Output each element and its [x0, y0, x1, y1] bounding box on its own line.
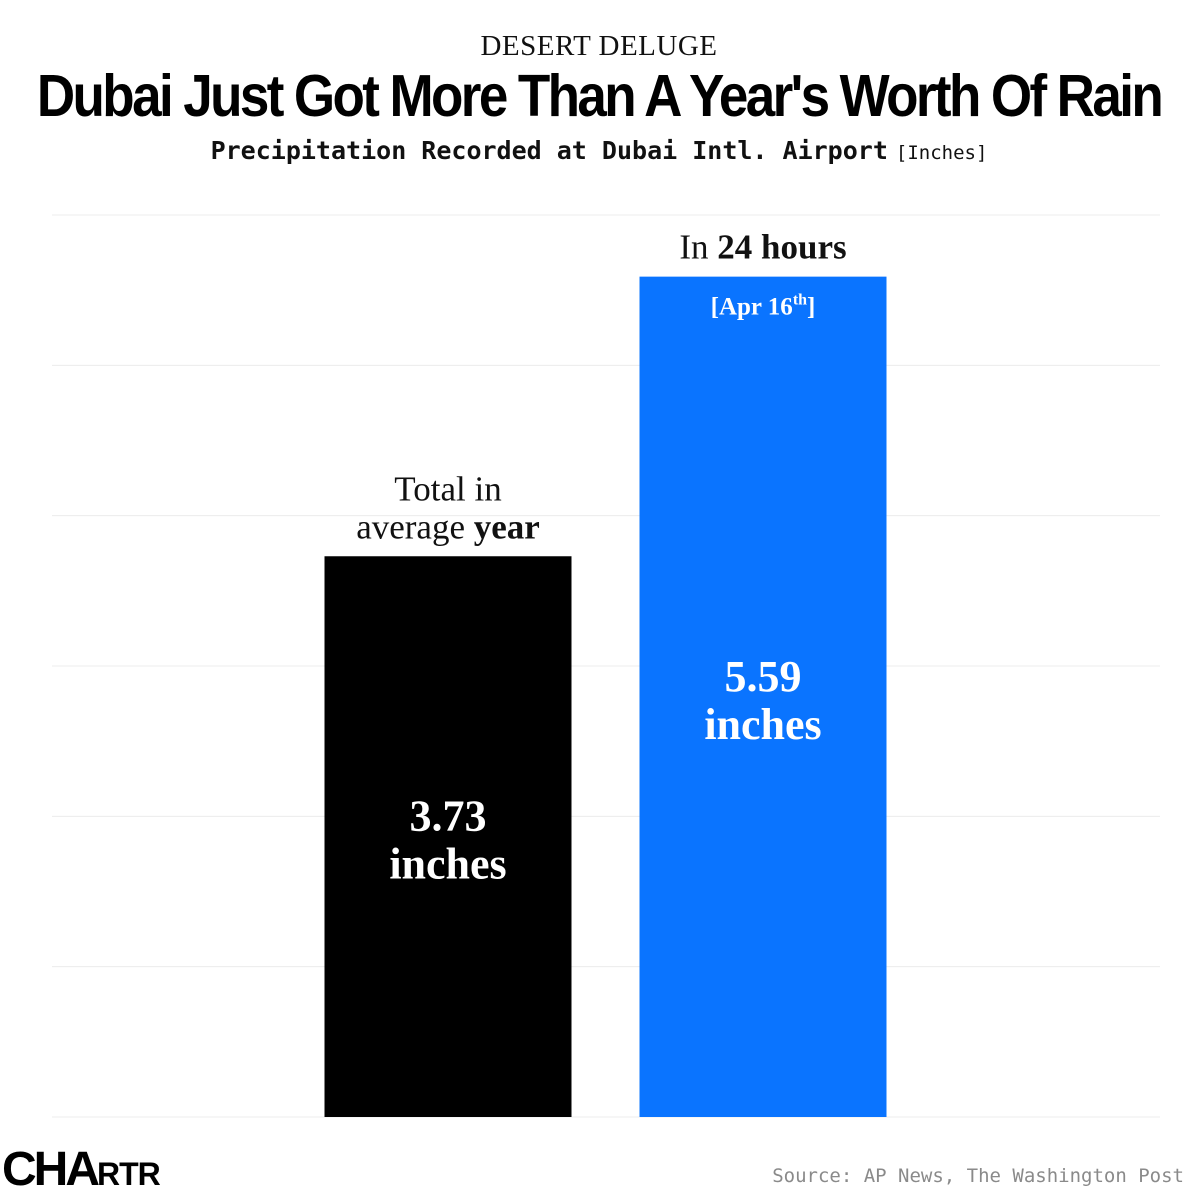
logo-text-large: CHA [2, 1143, 100, 1196]
bar-2 [639, 276, 887, 1117]
chart-title: Dubai Just Got More Than A Year's Worth … [36, 63, 1164, 130]
bar-category-label: average year [356, 507, 540, 546]
bar-category-label-part: Total in [394, 469, 501, 508]
chart-subtitle: Precipitation Recorded at Dubai Intl. Ai… [210, 136, 888, 165]
bar-category-label: In 24 hours [679, 228, 846, 267]
chartr-logo: CHARTR [2, 1142, 161, 1197]
chart-subtitle-row: Precipitation Recorded at Dubai Intl. Ai… [0, 136, 1198, 165]
bar-unit-label: inches [704, 700, 821, 749]
chart-kicker: DESERT DELUGE [480, 30, 718, 62]
bar-category-label-part: 24 hours [717, 228, 846, 267]
bar-date-label: [Apr 16th] [711, 292, 816, 321]
unit-label: [Inches] [895, 142, 988, 164]
bar-unit-label: inches [389, 840, 506, 889]
bar-value-label: 3.73 [410, 792, 487, 841]
bar-value-label: 5.59 [725, 652, 802, 701]
bar-category-label-part: In [679, 228, 717, 267]
bar-date-label-suffix: th [793, 292, 807, 309]
bar-category-label-part: year [474, 507, 540, 546]
bar-date-label-main: [Apr 16 [711, 294, 793, 321]
logo-text-small: RTR [97, 1156, 161, 1192]
bar-category-label-part: average [356, 507, 474, 546]
bar-1 [324, 556, 572, 1117]
bar-category-label: Total in [394, 469, 501, 508]
bar-date-label-close: ] [807, 294, 815, 321]
source-note: Source: AP News, The Washington Post [772, 1165, 1184, 1187]
